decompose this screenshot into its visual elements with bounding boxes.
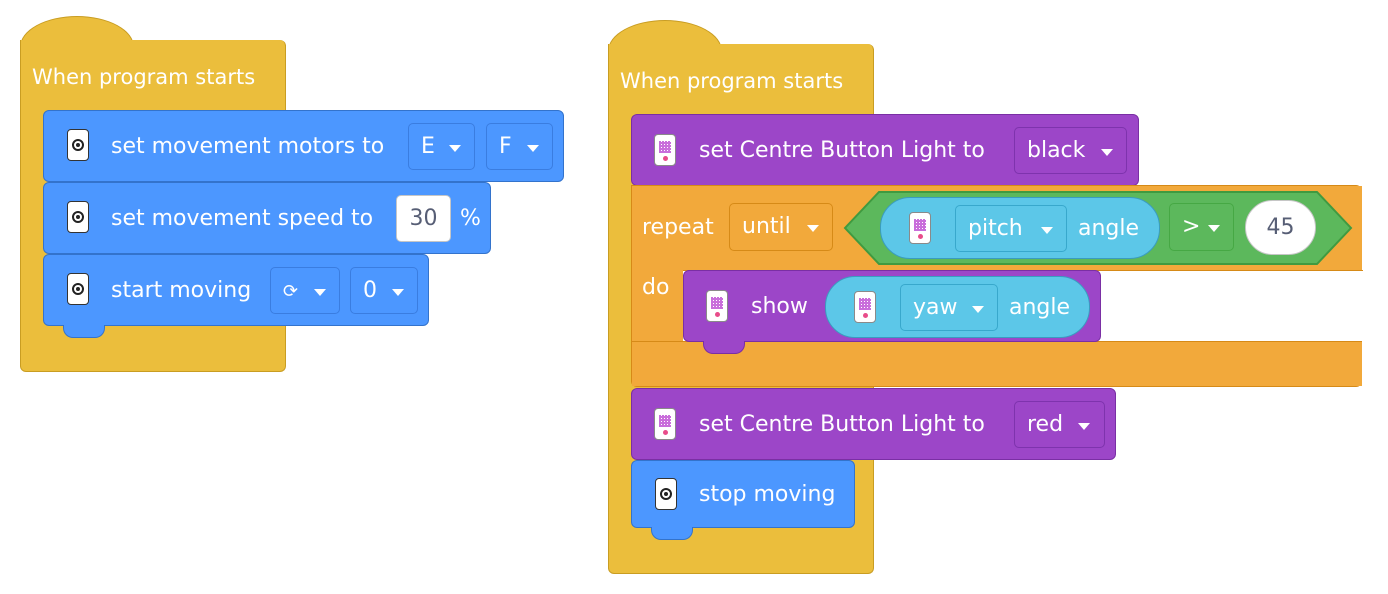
set-centre-light-label: set Centre Button Light to <box>699 412 985 437</box>
pitch-axis-dropdown[interactable]: pitch <box>955 205 1067 252</box>
block-notch <box>651 527 693 540</box>
set-centre-light-label: set Centre Button Light to <box>699 138 985 163</box>
comparison-operator-value: > <box>1182 214 1201 239</box>
yaw-axis-dropdown[interactable]: yaw <box>900 284 998 331</box>
steering-value: 0 <box>363 278 377 303</box>
chevron-down-icon <box>449 145 461 152</box>
start-moving-label: start moving <box>111 278 252 303</box>
motor-port-2-value: F <box>499 134 512 159</box>
stop-moving-label: stop moving <box>699 482 836 507</box>
set-movement-speed-block[interactable]: set movement speed to 30 % <box>43 182 491 254</box>
do-label: do <box>642 275 670 300</box>
chevron-down-icon <box>1041 227 1053 234</box>
chevron-down-icon <box>314 289 326 296</box>
yaw-angle-suffix: angle <box>1009 295 1071 320</box>
light-color-value: black <box>1027 138 1086 163</box>
start-moving-block[interactable]: start moving ⟳ 0 <box>43 254 429 326</box>
pitch-angle-reporter[interactable]: pitch angle <box>880 197 1160 259</box>
repeat-mode-dropdown[interactable]: until <box>729 203 833 251</box>
comparison-value-input[interactable]: 45 <box>1245 200 1316 255</box>
pitch-axis-value: pitch <box>968 216 1023 241</box>
motor-icon <box>655 478 677 510</box>
speed-input[interactable]: 30 <box>396 195 451 242</box>
chevron-down-icon <box>972 306 984 313</box>
motor-icon <box>67 273 89 305</box>
direction-dropdown[interactable]: ⟳ <box>270 267 340 314</box>
stop-moving-block[interactable]: stop moving <box>631 460 855 528</box>
show-label: show <box>751 294 808 319</box>
set-movement-motors-label: set movement motors to <box>111 134 385 159</box>
chevron-down-icon <box>807 225 819 232</box>
hub-icon <box>654 134 676 166</box>
show-block[interactable]: show yaw angle <box>683 270 1101 342</box>
yaw-axis-value: yaw <box>913 295 958 320</box>
motor-port-1-value: E <box>421 134 435 159</box>
set-centre-light-block-2[interactable]: set Centre Button Light to red <box>631 388 1116 460</box>
block-notch <box>63 325 105 338</box>
repeat-label: repeat <box>642 215 714 240</box>
speed-unit-label: % <box>460 206 481 231</box>
light-color-value: red <box>1027 412 1064 437</box>
left-hat-label: When program starts <box>32 65 256 89</box>
light-color-dropdown[interactable]: red <box>1014 401 1105 448</box>
right-hat-label: When program starts <box>620 69 844 93</box>
light-color-dropdown[interactable]: black <box>1014 127 1127 174</box>
direction-icon: ⟳ <box>283 281 299 302</box>
set-centre-light-block-1[interactable]: set Centre Button Light to black <box>631 114 1139 186</box>
pitch-angle-suffix: angle <box>1078 216 1140 241</box>
set-movement-speed-label: set movement speed to <box>111 206 374 231</box>
hub-icon <box>706 290 728 322</box>
chevron-down-icon <box>392 289 404 296</box>
yaw-angle-reporter[interactable]: yaw angle <box>825 276 1090 338</box>
motor-icon <box>67 129 89 161</box>
chevron-down-icon <box>527 145 539 152</box>
motor-port-1-dropdown[interactable]: E <box>408 123 475 170</box>
hub-icon <box>654 408 676 440</box>
hub-icon <box>909 212 931 244</box>
set-movement-motors-block[interactable]: set movement motors to E F <box>43 110 564 182</box>
motor-port-2-dropdown[interactable]: F <box>486 123 553 170</box>
repeat-mode-value: until <box>742 214 791 239</box>
comparison-operator-dropdown[interactable]: > <box>1169 203 1234 251</box>
chevron-down-icon <box>1208 225 1220 232</box>
steering-dropdown[interactable]: 0 <box>350 267 418 314</box>
chevron-down-icon <box>1078 423 1090 430</box>
chevron-down-icon <box>1101 149 1113 156</box>
hub-icon <box>854 291 876 323</box>
block-notch <box>703 341 745 354</box>
motor-icon <box>67 201 89 233</box>
